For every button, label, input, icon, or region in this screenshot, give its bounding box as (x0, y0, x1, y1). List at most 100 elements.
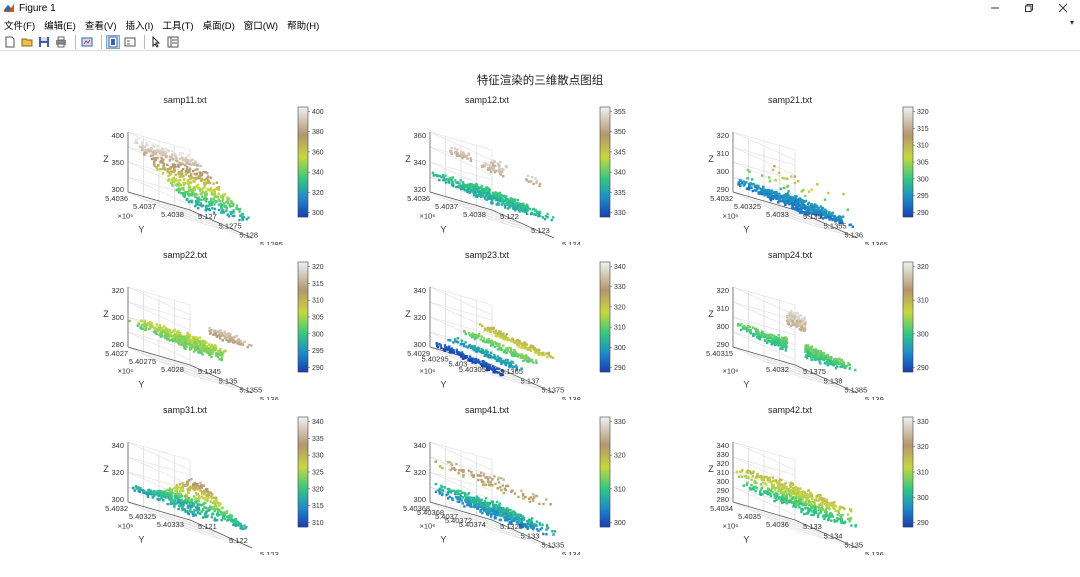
data-point (145, 141, 148, 145)
colorbar-segment (903, 177, 913, 179)
data-point (800, 318, 803, 321)
data-point (747, 328, 750, 332)
data-point (476, 193, 479, 197)
subplot-samp23[interactable]: samp23.txt 5.1365 5.137 5.1375 5.138 5.4029 5.… (372, 250, 672, 400)
colorbar-segment (903, 214, 913, 216)
scatter3d-plot[interactable]: 5.13255.1335.13355.1345.403685.403685.40… (372, 405, 672, 555)
data-point (739, 184, 742, 187)
data-point (175, 490, 179, 494)
colorbar-segment (298, 178, 308, 180)
new-figure-button[interactable] (3, 35, 17, 49)
data-point (144, 328, 147, 332)
menu-tools[interactable]: 工具(T) (162, 20, 194, 32)
data-point (477, 358, 480, 362)
colorbar-segment (600, 121, 610, 123)
data-point (488, 512, 491, 515)
colorbar-segment (903, 108, 913, 110)
colorbar-segment (600, 264, 610, 266)
open-file-button[interactable] (20, 35, 34, 49)
data-point (199, 512, 202, 515)
data-point (147, 150, 150, 153)
scatter3d-plot[interactable]: 5.1215.1225.1235.40325.403255.4033330032… (70, 405, 370, 555)
colorbar-segment (600, 171, 610, 173)
data-point (229, 513, 232, 517)
data-point (175, 502, 179, 505)
colorbar-segment (600, 214, 610, 216)
data-point (830, 362, 833, 366)
menu-desktop[interactable]: 桌面(D) (202, 20, 235, 32)
colorbar-segment (298, 208, 308, 210)
scatter3d-plot[interactable]: 5.1275.12755.1285.12855.40365.40375.4038… (70, 95, 370, 245)
x-tick-label: 5.135 (219, 376, 238, 385)
print-button[interactable] (54, 35, 68, 49)
data-point (535, 520, 539, 523)
subplot-samp22[interactable]: samp22.txt 5.1345 5.135 5.1355 5.136 5.4027 5.… (70, 250, 370, 400)
data-point (740, 322, 743, 326)
colorbar-segment (903, 172, 913, 174)
colorbar-segment (903, 318, 913, 320)
save-button[interactable] (37, 35, 51, 49)
data-point (795, 322, 798, 325)
data-point (199, 351, 202, 354)
data-point (207, 207, 210, 211)
subplot-samp41[interactable]: samp41.txt 5.1325 5.133 5.1335 5.134 5.40368 5… (372, 405, 672, 555)
scatter3d-plot[interactable]: 5.1225.1235.1245.40365.40375.40383203403… (372, 95, 672, 245)
scatter3d-plot[interactable]: 5.13755.1385.13855.1395.403155.403229030… (675, 250, 975, 400)
data-point (800, 325, 803, 329)
close-button[interactable] (1046, 0, 1080, 16)
data-point (535, 181, 538, 184)
subplot-samp12[interactable]: samp12.txt 5.122 5.123 5.124 5.4036 5.4037 5.4… (372, 95, 672, 245)
menu-edit[interactable]: 编辑(E) (44, 20, 76, 32)
scatter3d-plot[interactable]: 5.13655.1375.13755.1385.40295.402955.403… (372, 250, 672, 400)
data-point (819, 349, 822, 353)
data-point (828, 360, 832, 363)
data-point (208, 508, 211, 512)
data-point (551, 216, 555, 219)
colorbar-segment (903, 110, 913, 112)
colorbar-segment (600, 143, 610, 145)
data-point (480, 189, 483, 192)
link-plot-button[interactable] (80, 35, 94, 49)
data-point (151, 496, 154, 499)
menu-help[interactable]: 帮助(H) (287, 20, 320, 32)
data-point (477, 347, 481, 350)
colorbar-segment (298, 157, 308, 159)
menu-overflow-icon[interactable]: ▾ (1069, 18, 1074, 27)
restore-button[interactable] (1012, 0, 1046, 16)
data-point (487, 363, 490, 366)
subplot-samp21[interactable]: samp21.txt 5.135 5.1355 5.136 5.1365 5.4032 5.… (675, 95, 975, 245)
property-inspector-button[interactable] (166, 35, 180, 49)
minimize-button[interactable] (978, 0, 1012, 16)
menu-file[interactable]: 文件(F) (4, 20, 36, 32)
insert-colorbar-button[interactable] (106, 34, 120, 49)
colorbar-segment (298, 452, 308, 454)
colorbar-segment (298, 125, 308, 127)
data-point (499, 161, 502, 164)
colorbar-segment (298, 312, 308, 314)
data-point (762, 190, 766, 193)
pointer-button[interactable] (149, 35, 163, 49)
data-point (162, 165, 165, 169)
data-point (217, 509, 221, 512)
subplot-samp24[interactable]: samp24.txt 5.1375 5.138 5.1385 5.139 5.40315 5… (675, 250, 975, 400)
menu-window[interactable]: 窗口(W) (243, 20, 279, 32)
scatter3d-plot[interactable]: 5.13455.1355.13555.1365.40275.402755.402… (70, 250, 370, 400)
menu-insert[interactable]: 插入(I) (125, 20, 154, 32)
scatter3d-plot[interactable]: 5.1355.13555.1365.13655.40325.403255.403… (675, 95, 975, 245)
subplot-samp31[interactable]: samp31.txt 5.121 5.122 5.123 5.4032 5.40325 5.… (70, 405, 370, 555)
colorbar-segment (298, 136, 308, 138)
data-point (495, 500, 499, 504)
subplot-samp11[interactable]: samp11.txt 5.127 5.1275 5.128 5.1285 5.4036 5.… (70, 95, 370, 245)
data-point (478, 333, 481, 336)
insert-legend-button[interactable] (123, 35, 137, 49)
data-point (533, 347, 537, 350)
menu-view[interactable]: 查看(V) (84, 20, 117, 32)
data-point (790, 197, 793, 201)
